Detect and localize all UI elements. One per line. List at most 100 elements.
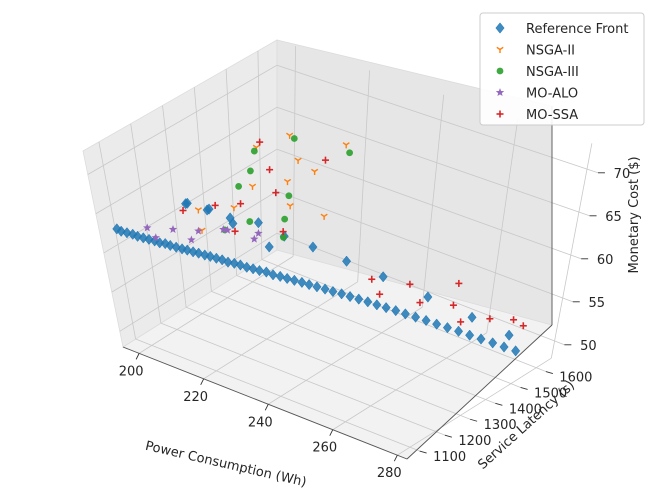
- grid-line-y-floor: [135, 338, 420, 452]
- data-point: [411, 311, 421, 323]
- data-point: [204, 203, 214, 215]
- series-mo-ssa: [179, 138, 527, 330]
- data-point: [237, 200, 245, 208]
- grid-line-z-back: [276, 106, 590, 217]
- z-tick-label: 65: [605, 210, 622, 225]
- data-point: [363, 296, 373, 308]
- legend-marker: [495, 22, 505, 34]
- data-point: [151, 233, 160, 242]
- data-point: [368, 275, 376, 283]
- data-point: [504, 329, 514, 341]
- data-point: [391, 305, 401, 317]
- data-point: [223, 256, 233, 268]
- data-point: [290, 135, 298, 142]
- grid-line-x-back: [357, 70, 371, 282]
- data-point: [261, 266, 271, 278]
- data-point: [246, 218, 254, 225]
- x-tick: [135, 353, 140, 360]
- data-point: [519, 322, 527, 330]
- data-point: [254, 228, 263, 237]
- legend: Reference Front NSGA-II NSGA-III MO-ALO MO-S…: [479, 12, 645, 126]
- data-point: [510, 316, 518, 324]
- data-point: [346, 149, 354, 157]
- grid-line-y-left: [225, 69, 238, 276]
- data-point: [211, 252, 221, 264]
- data-point: [187, 235, 196, 244]
- data-point: [179, 206, 187, 214]
- grid-line-z-back: [276, 64, 599, 174]
- data-point: [342, 255, 352, 267]
- y-tick: [495, 402, 503, 406]
- data-point: [282, 272, 292, 285]
- data-point: [250, 147, 258, 155]
- data-point: [223, 225, 232, 234]
- x-tick-label: 240: [248, 415, 273, 430]
- grid-line-z-back: [276, 190, 573, 303]
- data-point: [250, 234, 259, 243]
- legend-label: NSGA-III: [526, 65, 579, 80]
- z-tick-label: 50: [580, 339, 597, 354]
- grid-line-x-floor: [268, 306, 423, 405]
- data-point: [342, 142, 350, 149]
- data-point: [457, 318, 465, 326]
- data-point: [345, 290, 355, 303]
- legend-label: MO-SSA: [526, 108, 578, 123]
- data-point: [321, 156, 329, 164]
- data-point: [254, 264, 264, 277]
- y-tick-label: 1100: [433, 450, 466, 465]
- grid-line-y-left: [130, 123, 162, 324]
- data-point: [168, 224, 178, 233]
- data-point: [372, 299, 382, 311]
- data-point: [266, 166, 274, 174]
- data-point: [337, 288, 347, 300]
- data-point: [449, 301, 457, 309]
- legend-marker: [496, 67, 504, 75]
- data-point: [286, 203, 294, 210]
- data-point: [381, 302, 391, 314]
- legend-marker: [496, 110, 504, 118]
- grid-line-z-left: [119, 232, 278, 332]
- data-point: [235, 259, 245, 271]
- x-tick-label: 220: [183, 390, 208, 405]
- data-point: [188, 246, 198, 258]
- data-point: [211, 201, 219, 209]
- z-axis-label: Monetary Cost ($): [627, 156, 642, 273]
- data-point: [228, 217, 238, 230]
- data-point: [182, 244, 192, 256]
- data-point: [165, 239, 175, 252]
- data-point: [455, 279, 463, 287]
- data-point: [253, 217, 263, 229]
- data-point: [442, 322, 452, 334]
- data-point: [194, 207, 202, 214]
- data-point: [194, 247, 204, 259]
- grid-line-z-left: [95, 106, 278, 215]
- data-point: [272, 189, 280, 197]
- grid-line-x-floor: [203, 281, 358, 380]
- data-point: [400, 308, 410, 320]
- data-point: [230, 204, 238, 212]
- x-tick-label: 260: [312, 441, 337, 456]
- legend-label: NSGA-II: [526, 44, 575, 59]
- data-point: [328, 285, 338, 298]
- data-point: [378, 271, 388, 283]
- grid-line-x-floor: [332, 332, 487, 431]
- data-point: [219, 225, 228, 234]
- data-point: [465, 329, 475, 341]
- data-point: [235, 182, 243, 190]
- data-point: [354, 293, 364, 305]
- grid-line-y-floor: [236, 275, 521, 388]
- grid-line-x-back: [486, 118, 519, 333]
- data-point: [421, 314, 431, 327]
- data-point: [304, 279, 314, 291]
- data-point: [320, 213, 328, 220]
- series-reference-front: [112, 197, 521, 357]
- data-point: [279, 233, 287, 241]
- data-point: [432, 318, 442, 330]
- y-tick-label: 1300: [484, 418, 517, 433]
- data-point: [229, 257, 239, 269]
- data-point: [268, 269, 278, 281]
- data-point: [116, 225, 126, 237]
- data-point: [311, 168, 319, 175]
- data-point: [242, 261, 252, 273]
- legend-marker: [495, 88, 505, 97]
